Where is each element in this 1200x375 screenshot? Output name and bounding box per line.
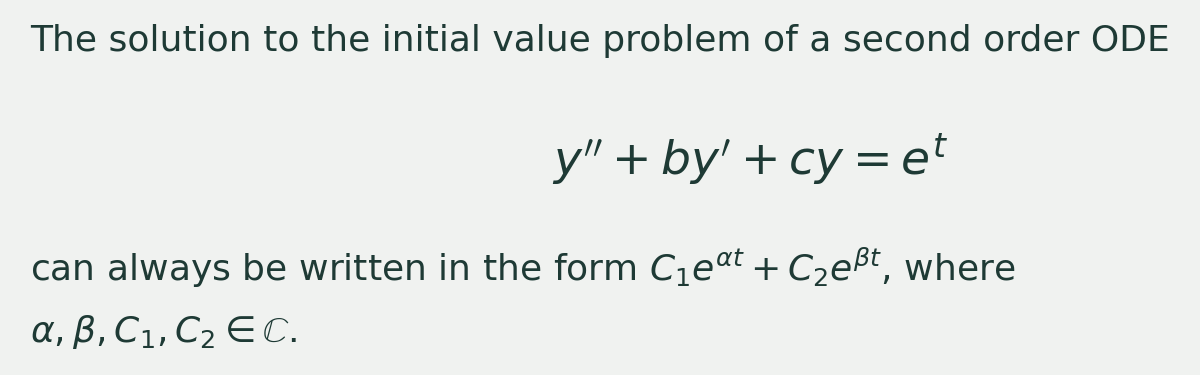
- Text: $\alpha, \beta, C_1, C_2 \in \mathbb{C}.$: $\alpha, \beta, C_1, C_2 \in \mathbb{C}.…: [30, 313, 298, 351]
- Text: The solution to the initial value problem of a second order ODE: The solution to the initial value proble…: [30, 24, 1170, 58]
- Text: $y'' + by' + cy = e^{t}$: $y'' + by' + cy = e^{t}$: [552, 131, 948, 188]
- Text: can always be written in the form $C_1 e^{\alpha t} + C_2 e^{\beta t}$, where: can always be written in the form $C_1 e…: [30, 246, 1015, 290]
